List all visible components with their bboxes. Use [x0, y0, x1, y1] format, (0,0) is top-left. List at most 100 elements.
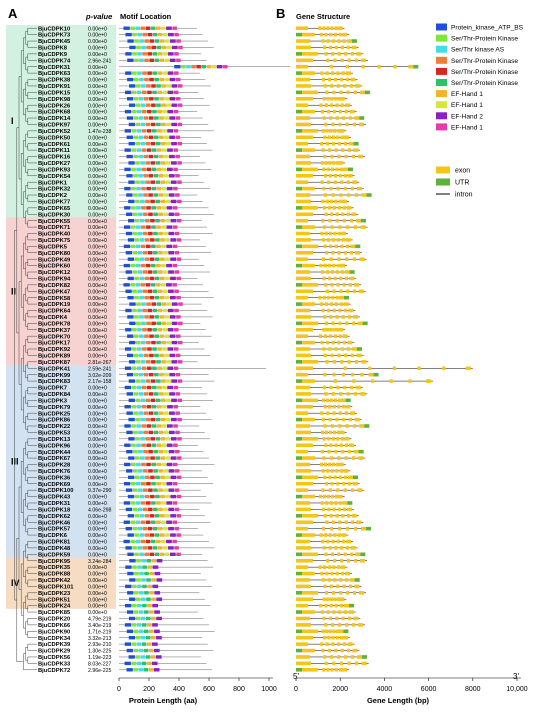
motif-box — [149, 97, 154, 101]
motif-box — [146, 148, 152, 152]
exon-box — [296, 603, 308, 608]
exon-box — [302, 302, 315, 306]
motif-legend-label: Ser/Thr-Protein Kinase — [451, 80, 518, 87]
motif-box — [135, 161, 140, 165]
motif-box — [140, 417, 145, 422]
exon-box — [337, 206, 341, 210]
motif-box — [128, 141, 135, 146]
motif-box — [153, 231, 158, 236]
exon-box — [348, 475, 354, 480]
exon-box — [340, 565, 346, 569]
gene-pvalue: 0.00e+0 — [88, 604, 107, 610]
gene-name: BjuCDPK69 — [38, 482, 71, 488]
exon-box — [329, 199, 334, 204]
motif-box — [133, 372, 139, 377]
exon-box — [338, 667, 343, 672]
gene-name: BjuCDPK75 — [38, 238, 71, 244]
exon-box — [296, 295, 308, 300]
motif-box — [174, 251, 180, 255]
gene-name: BjuCDPK33 — [38, 661, 71, 667]
exon-box — [368, 372, 374, 377]
exon-box — [324, 481, 328, 486]
gene-name: BjuCDPK38 — [38, 78, 71, 84]
exon-box — [320, 180, 324, 184]
motif-box — [127, 39, 134, 43]
motif-box — [173, 109, 179, 114]
exon-box — [323, 263, 327, 268]
motif-box — [146, 129, 152, 133]
exon-box — [337, 26, 343, 31]
exon-box — [352, 315, 358, 319]
motif-box — [176, 315, 181, 319]
exon-box — [337, 231, 341, 236]
exon-box — [358, 623, 364, 627]
gene-pvalue: 0.00e+0 — [88, 110, 107, 116]
motif-box — [142, 584, 147, 589]
motif-box — [169, 353, 176, 358]
exon-box — [296, 469, 311, 473]
motif-box — [139, 39, 144, 43]
exon-box — [302, 206, 318, 210]
motif-box — [136, 148, 142, 152]
motif-box — [130, 225, 136, 229]
motif-box — [171, 321, 178, 326]
motif-box — [159, 295, 165, 300]
motif-box — [155, 26, 161, 30]
exon-box — [326, 96, 330, 101]
utr-box — [296, 456, 302, 460]
exon-box — [296, 161, 311, 165]
motif-box — [211, 65, 217, 69]
motif-box — [169, 97, 176, 101]
motif-box — [138, 135, 144, 139]
motif-box — [137, 289, 142, 293]
gene-name: BjuCDPK51 — [38, 597, 71, 603]
motif-box — [168, 231, 175, 236]
motif-box — [149, 571, 154, 576]
exon-box — [360, 58, 366, 63]
exon-box — [331, 39, 336, 43]
motif-box — [155, 437, 161, 441]
gene-pvalue: 0.00e+0 — [88, 212, 107, 218]
gene-pvalue: 0.00e+0 — [88, 552, 107, 558]
exon-box — [327, 462, 332, 467]
exon-box — [302, 475, 318, 480]
motif-box — [161, 321, 167, 326]
motif-box — [152, 603, 158, 608]
motif-box — [138, 353, 144, 358]
exon-box — [340, 360, 344, 364]
motif-box — [132, 231, 138, 236]
motif-box — [135, 26, 140, 30]
motif-box — [136, 366, 142, 370]
exon-box — [325, 642, 329, 646]
axis-tick-label: 1000 — [261, 686, 277, 693]
gene-name: BjuCDPK99 — [38, 373, 71, 379]
gene-pvalue: 2.81e-267 — [88, 360, 111, 366]
exon-box — [331, 52, 335, 56]
utr-box — [296, 475, 302, 480]
gene-name: BjuCDPK90 — [38, 629, 70, 635]
exon-box — [345, 244, 349, 249]
motif-box — [161, 360, 166, 364]
gene-pvalue: 0.00e+0 — [88, 148, 107, 154]
exon-box — [328, 404, 332, 409]
motif-box — [158, 154, 164, 159]
motif-box — [145, 199, 150, 204]
exon-box — [350, 77, 356, 82]
exon-box — [338, 526, 342, 531]
motif-box — [143, 372, 149, 377]
motif-box — [156, 482, 161, 486]
exon-box — [357, 655, 363, 659]
motif-box — [146, 642, 152, 646]
exon-box — [336, 481, 340, 486]
exon-box — [344, 52, 348, 56]
motif-box — [170, 257, 176, 261]
motif-box — [173, 405, 178, 409]
motif-box — [125, 488, 133, 492]
utr-box — [353, 475, 359, 480]
motif-box — [156, 379, 161, 383]
motif-box — [145, 636, 151, 640]
gene-name: BjuCDPK2 — [38, 193, 67, 199]
exon-box — [346, 526, 350, 531]
motif-box — [177, 340, 183, 345]
exon-box — [351, 372, 355, 377]
